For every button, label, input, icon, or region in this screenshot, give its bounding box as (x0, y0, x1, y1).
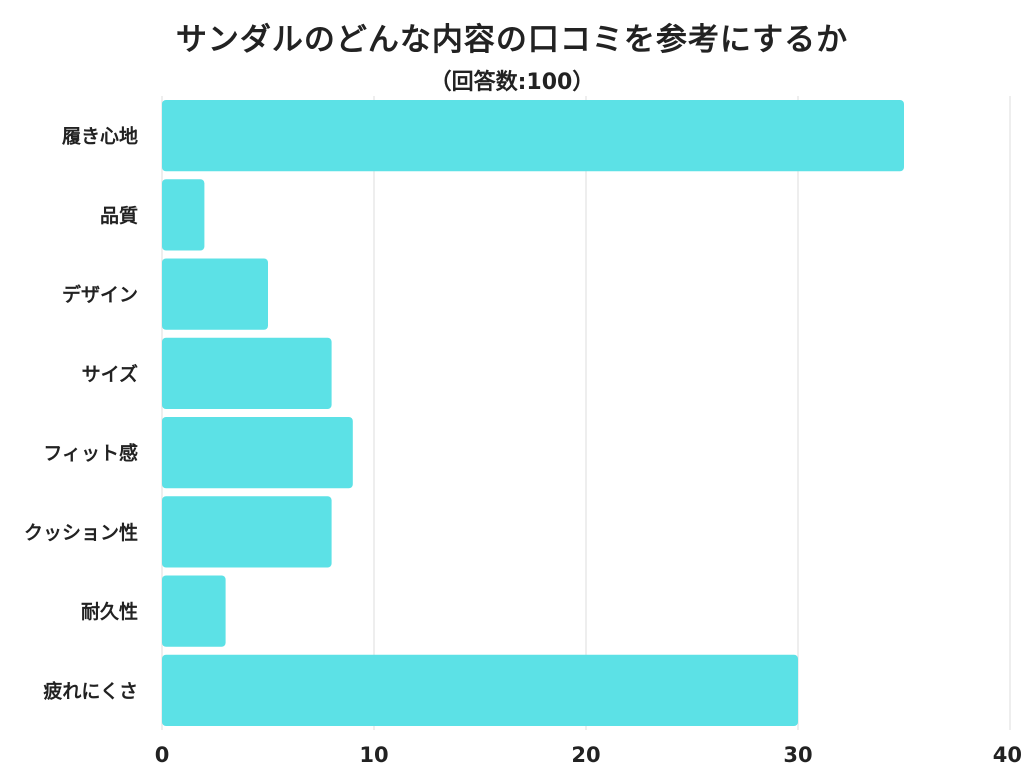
category-label-5: フィット感 (43, 442, 138, 465)
chart-subtitle: （回答数:100） (429, 70, 595, 95)
category-label-8: 疲れにくさ (43, 679, 138, 702)
bar-6 (162, 496, 332, 568)
x-tick-label-20: 20 (571, 743, 600, 767)
category-label-2: 品質 (100, 204, 138, 227)
x-tick-label-30: 30 (783, 743, 812, 767)
chart-title: サンダルのどんな内容の口コミを参考にするか (175, 22, 849, 58)
bar-5 (162, 416, 353, 489)
category-label-7: 耐久性 (81, 600, 138, 623)
bar-1 (162, 99, 904, 172)
category-label-4: サイズ (82, 362, 138, 385)
bar-4 (162, 337, 332, 410)
category-label-3: デザイン (62, 283, 138, 306)
bar-7 (162, 575, 226, 647)
x-tick-label-10: 10 (359, 743, 388, 767)
bar-2 (162, 179, 205, 251)
category-label-1: 履き心地 (62, 125, 138, 148)
bar-layer (162, 99, 904, 727)
category-label-6: クッション性 (24, 521, 138, 544)
bar-3 (162, 258, 268, 330)
x-tick-labels: 0 10 20 30 40 (155, 743, 1022, 767)
bar-8 (162, 654, 798, 727)
x-tick-label-0: 0 (155, 743, 170, 767)
grid-layer (161, 96, 1011, 730)
x-tick-label-40: 40 (993, 743, 1022, 767)
